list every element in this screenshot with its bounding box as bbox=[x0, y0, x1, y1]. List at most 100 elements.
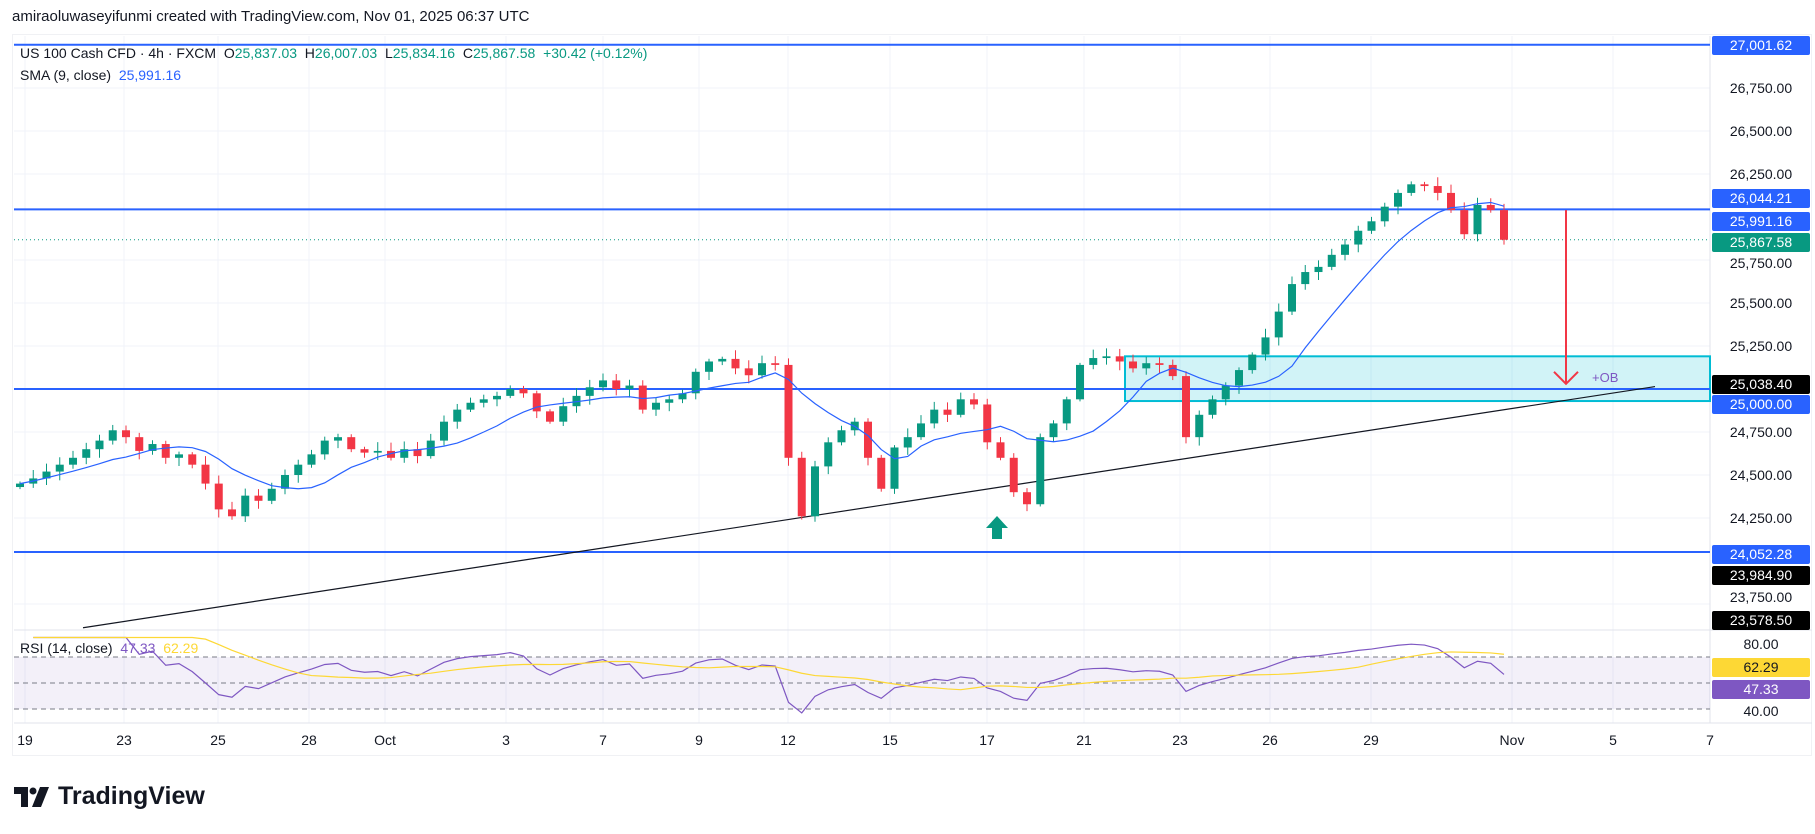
candle bbox=[1089, 349, 1098, 370]
rsi-label[interactable]: RSI (14, close) bbox=[20, 640, 113, 656]
sma-line bbox=[19, 201, 1505, 490]
candle-body bbox=[797, 457, 806, 517]
date-tick-label: 23 bbox=[1172, 732, 1188, 748]
candle-body bbox=[519, 389, 528, 394]
candle-body bbox=[254, 495, 263, 501]
candle bbox=[877, 454, 886, 492]
candle bbox=[1473, 197, 1482, 242]
candle-body bbox=[784, 364, 793, 458]
symbol-name[interactable]: US 100 Cash CFD · 4h · FXCM bbox=[20, 45, 217, 61]
candle-body bbox=[294, 464, 303, 475]
candle-body bbox=[983, 404, 992, 443]
candle bbox=[1168, 359, 1177, 381]
candle-body bbox=[930, 409, 939, 424]
candle-body bbox=[1102, 356, 1111, 359]
candle-body bbox=[1168, 364, 1177, 377]
sma-label[interactable]: SMA (9, close) bbox=[20, 67, 112, 83]
candle-body bbox=[652, 402, 660, 410]
candle-body bbox=[1115, 356, 1124, 362]
candle bbox=[546, 409, 554, 424]
chart-credit: amiraoluwaseyifunmi created with Trading… bbox=[12, 8, 530, 25]
candle bbox=[1115, 348, 1124, 371]
candle bbox=[1182, 371, 1190, 444]
candle-body bbox=[1314, 266, 1323, 273]
date-tick-label: 29 bbox=[1363, 732, 1379, 748]
candle bbox=[175, 451, 183, 467]
candle bbox=[1433, 177, 1442, 201]
rsi-tick-label: 40.00 bbox=[1743, 703, 1779, 719]
candle-body bbox=[837, 430, 846, 443]
candle-body bbox=[506, 389, 515, 396]
candle-body bbox=[1447, 192, 1455, 211]
candle-body bbox=[479, 399, 488, 403]
candle bbox=[506, 385, 515, 399]
candle bbox=[188, 452, 197, 469]
date-tick-label: Oct bbox=[374, 732, 396, 748]
date-tick-label: 5 bbox=[1609, 732, 1617, 748]
high-value: 26,007.03 bbox=[314, 45, 378, 61]
candle bbox=[797, 451, 806, 520]
tradingview-logo[interactable]: TradingView bbox=[14, 782, 205, 811]
candle-body bbox=[1009, 457, 1018, 493]
candle bbox=[1208, 395, 1217, 419]
candle bbox=[228, 501, 236, 520]
candle-body bbox=[1500, 210, 1508, 240]
price-tick-label: 26,500.00 bbox=[1729, 123, 1793, 139]
symbol-legend: US 100 Cash CFD · 4h · FXCM O25,837.03 H… bbox=[20, 45, 648, 61]
candle bbox=[201, 456, 210, 490]
date-tick-label: Nov bbox=[1499, 732, 1525, 748]
candle-body bbox=[718, 358, 727, 362]
candle bbox=[281, 469, 289, 495]
candle bbox=[214, 475, 223, 518]
date-tick-label: 25 bbox=[210, 732, 226, 748]
candle-body bbox=[691, 371, 700, 394]
candle bbox=[824, 437, 833, 475]
candle-body bbox=[1486, 204, 1495, 211]
candle-body bbox=[559, 406, 568, 422]
close-value: 25,867.58 bbox=[472, 45, 536, 61]
candle bbox=[241, 488, 250, 522]
date-tick-label: 3 bbox=[502, 732, 510, 748]
candle bbox=[665, 395, 674, 412]
candle-body bbox=[413, 449, 422, 457]
candle bbox=[440, 415, 448, 446]
candle bbox=[1460, 202, 1469, 240]
candle-body bbox=[996, 442, 1005, 458]
candle bbox=[426, 433, 435, 459]
price-tick-label: 25,500.00 bbox=[1729, 295, 1793, 311]
candle-body bbox=[281, 475, 289, 489]
candle bbox=[731, 350, 740, 375]
date-tick-label: 9 bbox=[695, 732, 703, 748]
candle-body bbox=[599, 380, 607, 388]
price-label-level: 25,000.00 bbox=[1712, 395, 1810, 414]
candle-body bbox=[731, 358, 740, 369]
rsi-legend: RSI (14, close) 47.33 62.29 bbox=[20, 640, 198, 656]
candle-body bbox=[1221, 385, 1230, 400]
tradingview-logo-icon bbox=[14, 786, 49, 807]
candle bbox=[1235, 367, 1243, 394]
candle bbox=[983, 398, 992, 450]
candle bbox=[1129, 354, 1137, 373]
candle bbox=[917, 415, 925, 440]
candle-body bbox=[1274, 311, 1283, 338]
candle bbox=[771, 356, 780, 371]
candle-body bbox=[320, 440, 329, 455]
candle-body bbox=[877, 457, 886, 489]
price-tick-label: 24,500.00 bbox=[1729, 467, 1793, 483]
price-label-last: 25,867.58 bbox=[1712, 233, 1810, 252]
candle-body bbox=[956, 399, 965, 415]
candle-body bbox=[890, 447, 899, 489]
date-tick-label: 28 bbox=[301, 732, 317, 748]
candle-body bbox=[744, 368, 753, 376]
date-tick-label: 12 bbox=[780, 732, 796, 748]
candle-body bbox=[1142, 363, 1151, 369]
candle bbox=[95, 434, 104, 458]
candle-body bbox=[705, 361, 713, 372]
candle-body bbox=[771, 363, 780, 365]
order-block-label: +OB bbox=[1592, 370, 1619, 385]
trendline bbox=[82, 385, 1656, 629]
candle bbox=[1102, 348, 1111, 365]
candle-body bbox=[1182, 376, 1190, 438]
candle bbox=[387, 442, 395, 461]
